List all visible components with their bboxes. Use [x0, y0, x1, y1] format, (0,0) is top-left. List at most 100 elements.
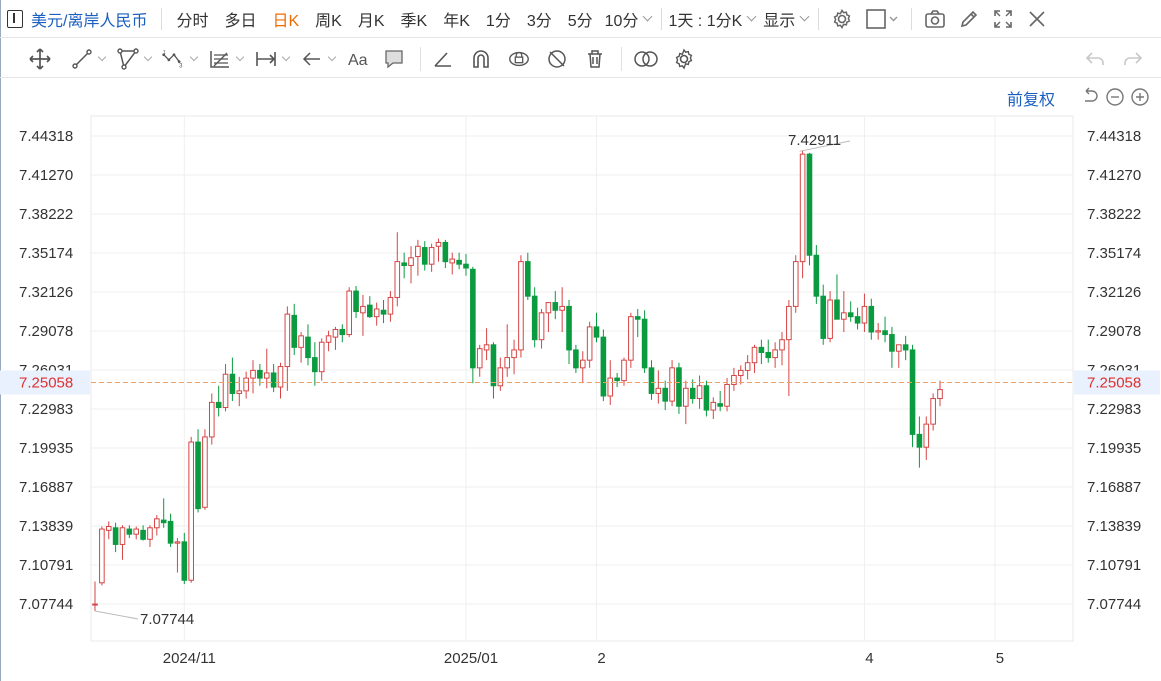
y-tick-label-left: 7.22983 [19, 401, 73, 418]
candle-down [820, 284, 827, 345]
zoom-out-icon[interactable] [1105, 87, 1125, 112]
candle-down [525, 252, 531, 301]
candle-body [593, 326, 600, 338]
candle-up [586, 321, 593, 368]
y-tick-label-right: 7.19935 [1087, 440, 1141, 457]
candle-up [208, 393, 215, 445]
undo-icon[interactable] [1083, 47, 1107, 71]
candle-body [820, 295, 827, 339]
candle-down [916, 416, 923, 468]
magnet-icon[interactable] [469, 47, 493, 71]
candle-down [421, 241, 428, 271]
y-tick-label-right: 7.38222 [1087, 206, 1141, 223]
period-tab-yearly[interactable]: 年K [443, 12, 470, 30]
compare-icon[interactable] [632, 47, 660, 71]
min-leader-line [94, 610, 139, 620]
candle-up [119, 525, 126, 560]
reset-icon[interactable] [1080, 87, 1100, 112]
candle-body [305, 336, 311, 359]
angle-tool-icon[interactable] [431, 47, 455, 71]
period-tab-daily[interactable]: 日K [272, 12, 300, 30]
lock-drawings-icon[interactable] [507, 47, 531, 71]
candle-body [126, 528, 133, 535]
zoom-controls [1080, 87, 1150, 112]
hide-drawings-icon[interactable] [545, 47, 569, 71]
period-tab-quarterly[interactable]: 季K [400, 12, 428, 30]
candle-up [786, 300, 792, 396]
candle-up [174, 538, 181, 573]
candle-body [408, 257, 414, 266]
period-tab-multiday[interactable]: 多日 [224, 12, 257, 30]
fibonacci-tool-icon[interactable] [208, 47, 232, 71]
candle-body [250, 369, 256, 379]
candle-body [607, 377, 614, 397]
trend-line-icon[interactable] [70, 47, 94, 71]
candle-down [566, 300, 572, 364]
candle-down [442, 239, 449, 269]
candle-body [99, 528, 105, 584]
chart-settings-icon[interactable] [672, 47, 696, 71]
candle-down [229, 357, 236, 402]
period-tab-3min[interactable]: 3分 [526, 12, 552, 30]
shape-tool-group[interactable] [116, 47, 153, 71]
comment-icon[interactable] [382, 47, 406, 71]
symbol-name[interactable]: 美元/离岸人民币 [31, 12, 148, 30]
period-tab-5min[interactable]: 5分 [567, 12, 593, 30]
range-dropdown[interactable]: 1天 : 1分K [668, 7, 759, 31]
candle-up [497, 357, 504, 391]
candle-body [442, 241, 449, 263]
candle-up [751, 344, 758, 373]
candle-body [421, 247, 428, 265]
period-tab-1min[interactable]: 1分 [485, 12, 511, 30]
period-tab-weekly[interactable]: 周K [315, 12, 342, 30]
display-dropdown[interactable]: 显示 [759, 7, 812, 31]
candle-down [641, 310, 648, 373]
text-tool-icon[interactable]: Aa [346, 47, 374, 71]
redo-icon[interactable] [1121, 47, 1145, 71]
candle-body [634, 316, 641, 320]
settings-gear-icon[interactable] [831, 8, 853, 30]
toolbar-divider [621, 46, 622, 71]
candle-body [373, 308, 380, 318]
arrow-tool-group[interactable] [300, 47, 337, 71]
candle-up [202, 429, 208, 510]
pencil-icon[interactable] [958, 8, 980, 30]
zoom-in-icon[interactable] [1130, 87, 1150, 112]
candle-body [689, 387, 696, 400]
fib-tool-group[interactable] [208, 47, 245, 71]
trash-icon[interactable] [583, 47, 607, 71]
price-adjust-toggle[interactable]: 前复权 [1007, 92, 1056, 109]
candle-up [923, 416, 930, 460]
polygon-tool-icon[interactable] [116, 47, 140, 71]
candle-body [930, 398, 936, 425]
period-tab-intraday[interactable]: 分时 [176, 12, 209, 30]
candle-body [483, 344, 490, 351]
measure-tool-group[interactable] [254, 47, 291, 71]
camera-icon[interactable] [924, 8, 946, 30]
period-more-dropdown[interactable]: 10分 [601, 7, 656, 31]
candle-up [511, 339, 517, 375]
candle-down [401, 252, 407, 279]
close-icon[interactable] [1026, 8, 1048, 30]
arrow-left-icon[interactable] [300, 47, 324, 71]
candle-body [600, 336, 607, 397]
line-tool-group[interactable] [70, 47, 107, 71]
candle-body [154, 518, 160, 529]
layout-square-icon[interactable] [865, 8, 899, 30]
fullscreen-icon[interactable] [992, 8, 1014, 30]
candle-body [676, 367, 682, 407]
candle-down [648, 360, 655, 400]
candle-down [889, 326, 895, 368]
toolbar-divider [911, 7, 913, 30]
candle-body [263, 372, 270, 379]
range-label: 1天 : 1分K [668, 12, 743, 30]
y-tick-label-left: 7.19935 [19, 440, 73, 457]
measure-range-icon[interactable] [254, 47, 278, 71]
period-tab-monthly[interactable]: 月K [357, 12, 385, 30]
move-cross-icon[interactable] [28, 47, 52, 71]
panel-toggle-icon[interactable] [7, 9, 23, 28]
y-tick-label-right: 7.44318 [1087, 128, 1141, 145]
